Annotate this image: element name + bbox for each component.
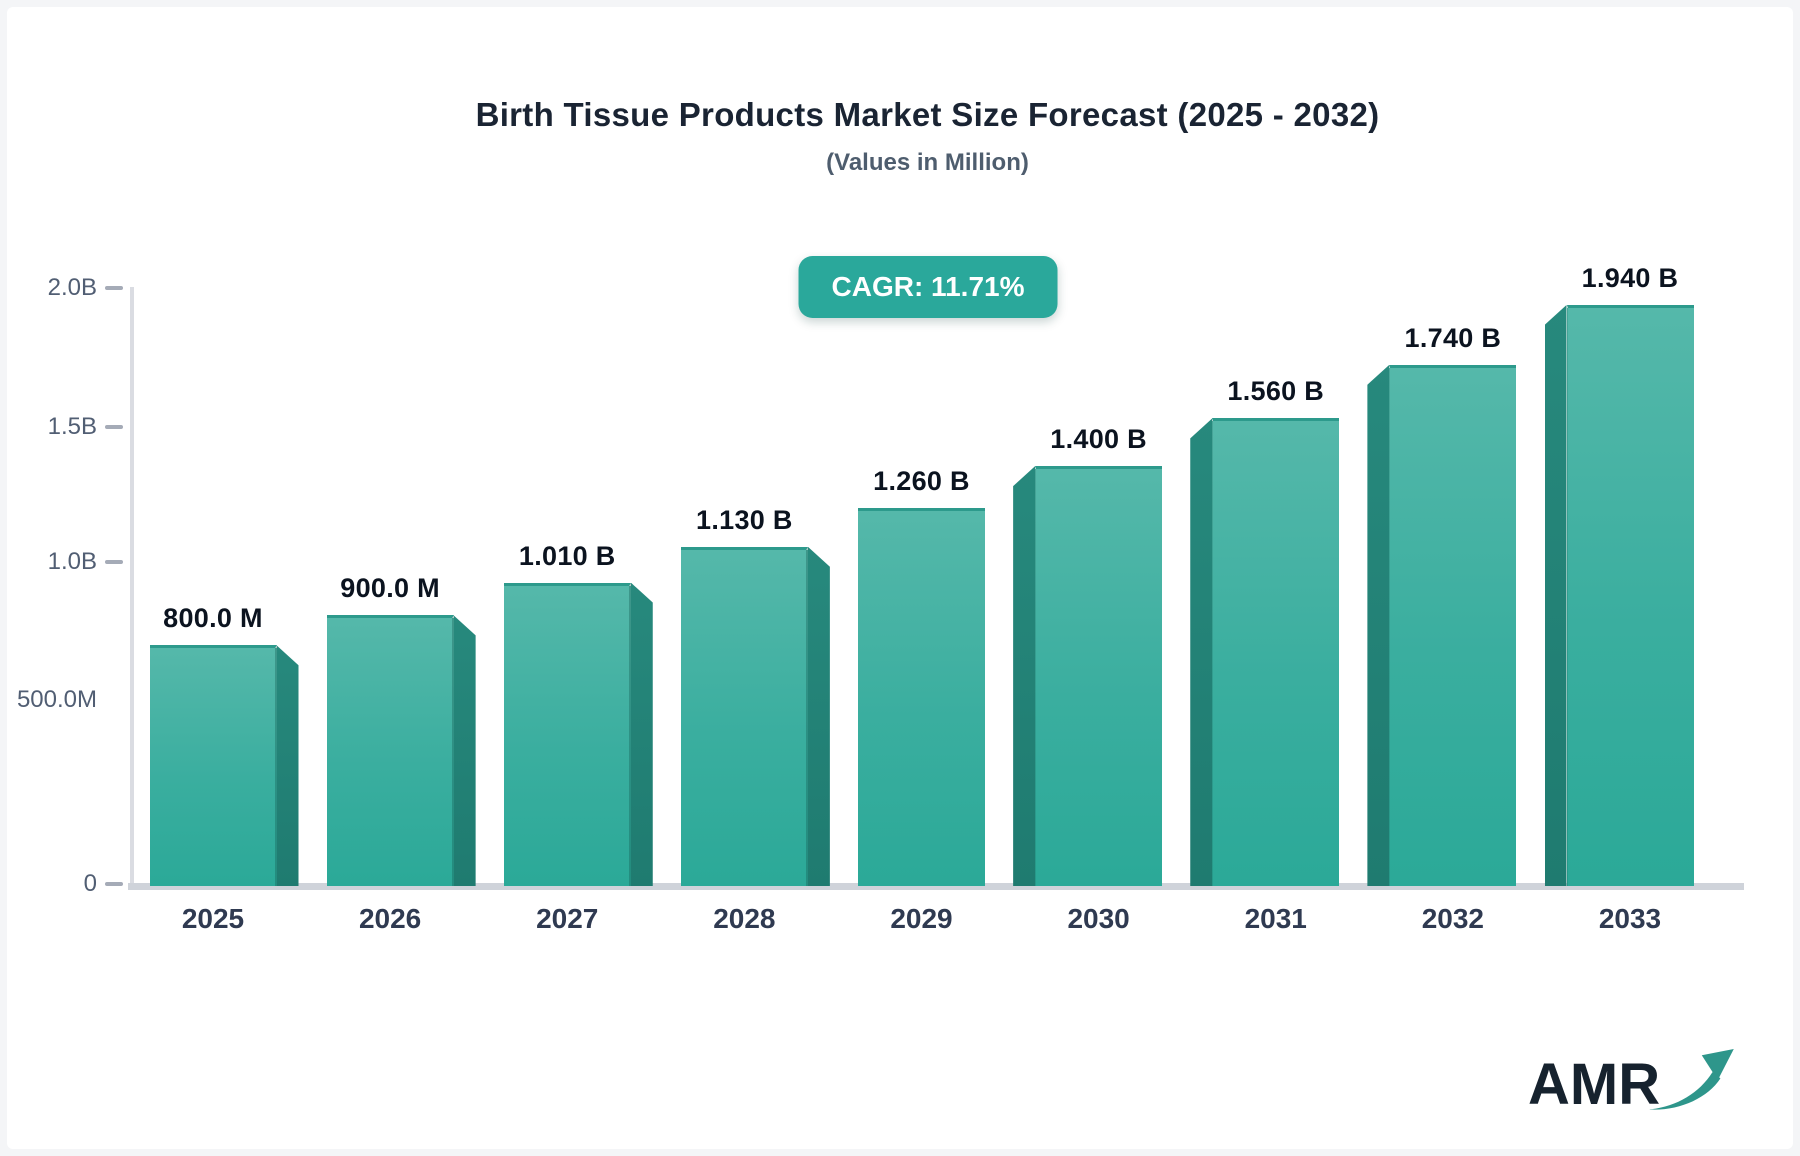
- bar-3d-side-2033: [1544, 305, 1567, 886]
- bar-value-label-2028: 1.130 B: [696, 504, 793, 535]
- y-tick-label-2.0B: 2.0B: [47, 274, 97, 301]
- bar-value-label-2030: 1.400 B: [1050, 424, 1147, 455]
- bar-3d-side-2030: [1013, 466, 1036, 886]
- x-tick-label-2031: 2031: [1244, 903, 1307, 934]
- y-tick-mark: [105, 560, 123, 564]
- chart-subtitle: (Values in Million): [826, 149, 1029, 176]
- bar-2032: [1389, 364, 1517, 886]
- cagr-badge: CAGR: 11.71%: [798, 256, 1058, 318]
- bar-value-label-2033: 1.940 B: [1581, 263, 1679, 293]
- x-tick-label-2033: 2033: [1598, 903, 1662, 934]
- bar-2031: [1212, 418, 1340, 886]
- x-tick-label-2025: 2025: [181, 903, 245, 934]
- x-tick-label-2026: 2026: [358, 903, 422, 934]
- bar-2030: [1035, 466, 1163, 886]
- y-tick-label-0: 0: [83, 870, 97, 897]
- x-tick-label-2030: 2030: [1067, 903, 1130, 934]
- y-tick-label-500.0M: 500.0M: [16, 686, 97, 713]
- bar-3d-side-2028: [807, 546, 830, 886]
- bar-2033: [1566, 305, 1694, 886]
- bar-value-label-2029: 1.260 B: [873, 465, 970, 496]
- bar-value-label-2027: 1.010 B: [518, 540, 616, 571]
- y-tick-mark: [105, 286, 123, 290]
- bar-3d-side-2027: [630, 582, 653, 886]
- bar-3d-side-2032: [1367, 364, 1390, 886]
- x-tick-label-2029: 2029: [890, 903, 953, 934]
- bar-3d-side-2031: [1190, 418, 1213, 886]
- y-tick-label-1.0B: 1.0B: [47, 548, 97, 575]
- bar-value-label-2025: 800.0 M: [163, 603, 263, 634]
- x-tick-label-2032: 2032: [1421, 903, 1485, 934]
- bar-value-label-2026: 900.0 M: [340, 573, 440, 604]
- y-tick-label-1.5B: 1.5B: [47, 413, 97, 440]
- bar-3d-side-2026: [453, 615, 476, 886]
- x-tick-label-2028: 2028: [713, 903, 776, 934]
- bar-value-label-2032: 1.740 B: [1404, 322, 1502, 353]
- growth-arrow-icon: [1649, 1049, 1734, 1110]
- amr-logo-text: AMR: [1528, 1052, 1661, 1117]
- bar-value-label-2031: 1.560 B: [1227, 376, 1325, 407]
- x-tick-label-2027: 2027: [536, 903, 599, 934]
- bar-3d-side-2025: [276, 645, 299, 886]
- bar-2028: [680, 546, 808, 886]
- bar-2025: [149, 645, 277, 886]
- chart-title: Birth Tissue Products Market Size Foreca…: [475, 96, 1380, 133]
- y-axis-line: [130, 287, 134, 890]
- y-tick-mark: [105, 425, 123, 429]
- bar-2026: [326, 615, 454, 886]
- y-tick-mark: [105, 882, 123, 886]
- amr-logo: AMR: [1528, 1033, 1734, 1123]
- bar-2027: [503, 582, 631, 886]
- x-axis-line: [128, 883, 1744, 890]
- bar-2029: [858, 507, 985, 886]
